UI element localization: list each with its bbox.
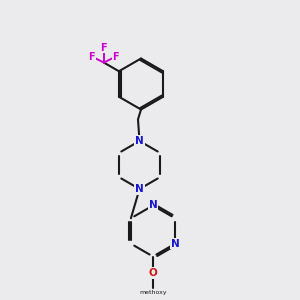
Text: N: N (135, 136, 144, 146)
Text: F: F (112, 52, 119, 61)
Text: F: F (100, 43, 107, 52)
Text: O: O (148, 268, 158, 278)
Text: N: N (171, 239, 179, 249)
Text: methoxy: methoxy (139, 290, 167, 295)
Text: N: N (135, 184, 144, 194)
Text: N: N (148, 200, 158, 211)
Text: F: F (88, 52, 95, 61)
